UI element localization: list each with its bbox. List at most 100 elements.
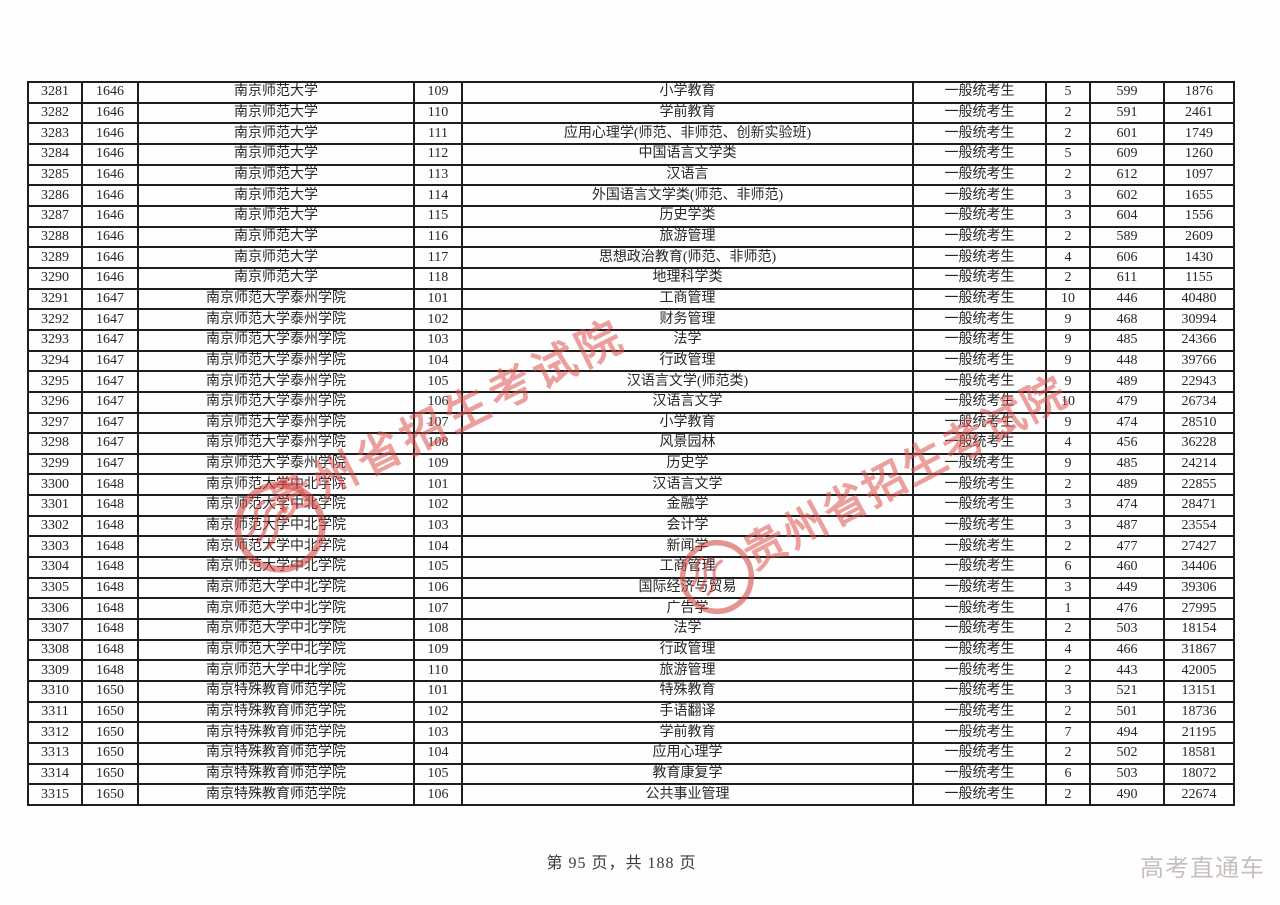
- cell-score: 609: [1089, 142, 1165, 166]
- cell-code: 1647: [81, 349, 139, 373]
- cell-code: 1646: [81, 204, 139, 228]
- cell-major_code: 109: [413, 81, 463, 104]
- cell-code: 1647: [81, 432, 139, 455]
- cell-major: 汉语言文学(师范类): [461, 370, 914, 393]
- cell-score: 591: [1089, 101, 1165, 125]
- cell-major_code: 118: [413, 266, 463, 290]
- cell-type: 一般统考生: [912, 721, 1047, 744]
- cell-major: 国际经济与贸易: [461, 576, 914, 600]
- cell-seq: 3284: [27, 142, 83, 166]
- cell-major: 特殊教育: [461, 680, 914, 703]
- cell-score: 489: [1089, 370, 1165, 393]
- cell-seq: 3293: [27, 328, 83, 352]
- cell-seq: 3314: [27, 762, 83, 786]
- cell-seq: 3282: [27, 101, 83, 125]
- cell-code: 1646: [81, 225, 139, 249]
- cell-major_code: 115: [413, 204, 463, 228]
- cell-count: 3: [1045, 576, 1091, 600]
- table-row: 3290 1646 南京师范大学 118 地理科学类 一般统考生 2 611 1155: [27, 266, 1235, 290]
- cell-count: 9: [1045, 308, 1091, 331]
- cell-major_code: 114: [413, 184, 463, 207]
- cell-seq: 3295: [27, 370, 83, 393]
- cell-major_code: 103: [413, 328, 463, 352]
- cell-type: 一般统考生: [912, 184, 1047, 207]
- cell-university: 南京师范大学中北学院: [137, 514, 415, 538]
- cell-major_code: 104: [413, 349, 463, 373]
- cell-code: 1648: [81, 514, 139, 538]
- cell-rank: 1155: [1163, 266, 1235, 290]
- cell-code: 1648: [81, 659, 139, 683]
- table-row: 3301 1648 南京师范大学中北学院 102 金融学 一般统考生 3 474 28471: [27, 494, 1235, 517]
- cell-rank: 18736: [1163, 700, 1235, 724]
- cell-type: 一般统考生: [912, 163, 1047, 187]
- cell-university: 南京师范大学中北学院: [137, 638, 415, 662]
- cell-seq: 3300: [27, 473, 83, 497]
- cell-rank: 27995: [1163, 597, 1235, 621]
- cell-count: 9: [1045, 349, 1091, 373]
- cell-count: 2: [1045, 700, 1091, 724]
- cell-university: 南京师范大学: [137, 204, 415, 228]
- cell-score: 449: [1089, 576, 1165, 600]
- cell-count: 2: [1045, 535, 1091, 559]
- table-row: 3313 1650 南京特殊教育师范学院 104 应用心理学 一般统考生 2 502 18581: [27, 742, 1235, 765]
- table-row: 3287 1646 南京师范大学 115 历史学类 一般统考生 3 604 1556: [27, 204, 1235, 228]
- cell-seq: 3308: [27, 638, 83, 662]
- cell-code: 1648: [81, 576, 139, 600]
- cell-university: 南京师范大学: [137, 225, 415, 249]
- cell-rank: 1430: [1163, 246, 1235, 269]
- cell-code: 1646: [81, 122, 139, 145]
- cell-count: 9: [1045, 328, 1091, 352]
- cell-score: 485: [1089, 452, 1165, 476]
- cell-score: 612: [1089, 163, 1165, 187]
- cell-type: 一般统考生: [912, 266, 1047, 290]
- cell-rank: 28510: [1163, 411, 1235, 435]
- cell-seq: 3299: [27, 452, 83, 476]
- cell-major: 汉语言文学: [461, 390, 914, 414]
- cell-seq: 3306: [27, 597, 83, 621]
- cell-university: 南京特殊教育师范学院: [137, 700, 415, 724]
- cell-major_code: 111: [413, 122, 463, 145]
- table-row: 3300 1648 南京师范大学中北学院 101 汉语言文学 一般统考生 2 489 22855: [27, 473, 1235, 497]
- cell-score: 448: [1089, 349, 1165, 373]
- cell-count: 2: [1045, 618, 1091, 641]
- cell-type: 一般统考生: [912, 514, 1047, 538]
- cell-seq: 3311: [27, 700, 83, 724]
- cell-type: 一般统考生: [912, 783, 1047, 806]
- cell-major: 历史学类: [461, 204, 914, 228]
- cell-rank: 22855: [1163, 473, 1235, 497]
- cell-seq: 3285: [27, 163, 83, 187]
- cell-rank: 42005: [1163, 659, 1235, 683]
- cell-code: 1648: [81, 556, 139, 579]
- cell-university: 南京特殊教育师范学院: [137, 762, 415, 786]
- cell-university: 南京师范大学中北学院: [137, 556, 415, 579]
- cell-code: 1650: [81, 742, 139, 765]
- cell-seq: 3309: [27, 659, 83, 683]
- cell-major_code: 107: [413, 597, 463, 621]
- table-row: 3299 1647 南京师范大学泰州学院 109 历史学 一般统考生 9 485 24214: [27, 452, 1235, 476]
- cell-seq: 3303: [27, 535, 83, 559]
- cell-major: 地理科学类: [461, 266, 914, 290]
- cell-code: 1648: [81, 494, 139, 517]
- cell-university: 南京师范大学: [137, 142, 415, 166]
- cell-score: 479: [1089, 390, 1165, 414]
- cell-major: 风景园林: [461, 432, 914, 455]
- cell-score: 502: [1089, 742, 1165, 765]
- cell-count: 9: [1045, 411, 1091, 435]
- cell-code: 1646: [81, 266, 139, 290]
- cell-count: 3: [1045, 494, 1091, 517]
- cell-university: 南京特殊教育师范学院: [137, 680, 415, 703]
- cell-seq: 3283: [27, 122, 83, 145]
- cell-count: 2: [1045, 163, 1091, 187]
- cell-code: 1646: [81, 184, 139, 207]
- cell-major_code: 110: [413, 101, 463, 125]
- cell-score: 589: [1089, 225, 1165, 249]
- table-row: 3308 1648 南京师范大学中北学院 109 行政管理 一般统考生 4 466 31867: [27, 638, 1235, 662]
- cell-count: 2: [1045, 101, 1091, 125]
- cell-count: 1: [1045, 597, 1091, 621]
- cell-university: 南京师范大学: [137, 122, 415, 145]
- cell-major: 学前教育: [461, 721, 914, 744]
- cell-major_code: 101: [413, 680, 463, 703]
- cell-type: 一般统考生: [912, 473, 1047, 497]
- cell-major_code: 108: [413, 618, 463, 641]
